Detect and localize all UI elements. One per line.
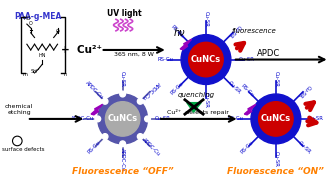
Text: Cu-SR: Cu-SR [203,92,208,108]
Text: APDC-Cu: APDC-Cu [141,137,161,157]
Text: PAA-g-MEA: PAA-g-MEA [15,12,62,21]
Text: Cu-SR: Cu-SR [227,81,242,95]
Text: Cu-SR: Cu-SR [155,116,171,121]
Text: +  Cu²⁺: + Cu²⁺ [61,45,102,55]
Text: APDC-Cu: APDC-Cu [71,116,94,121]
Text: APDC: APDC [257,49,280,58]
Text: Cu-SR: Cu-SR [120,71,125,87]
Text: Cu-SR: Cu-SR [274,71,278,87]
Text: HO: HO [23,16,31,21]
Circle shape [95,116,101,122]
Text: CuNCs: CuNCs [191,55,221,64]
Circle shape [120,91,126,97]
Text: RS-Cu: RS-Cu [240,140,255,155]
Text: RS-Cu: RS-Cu [240,83,255,98]
Text: RS-Cu: RS-Cu [170,81,185,95]
Circle shape [102,134,108,139]
Text: APDC-Cu: APDC-Cu [84,81,104,101]
Text: n: n [63,72,66,77]
Text: SH: SH [31,69,38,74]
Text: RS-Cu: RS-Cu [87,140,102,155]
Text: O: O [29,21,33,26]
Text: Cu-SR: Cu-SR [308,116,324,121]
Text: quenching: quenching [178,92,215,98]
Text: HN: HN [38,53,46,58]
Text: RS-Cu: RS-Cu [170,24,185,39]
Circle shape [137,98,143,104]
Text: Cu-SR: Cu-SR [297,140,312,155]
Text: Cu-SR: Cu-SR [274,151,278,167]
Circle shape [181,35,231,84]
Circle shape [106,102,140,136]
Circle shape [120,141,126,147]
Circle shape [251,94,301,144]
Text: Cu²⁺  defects repair: Cu²⁺ defects repair [167,109,229,115]
Text: CuNCs: CuNCs [108,114,138,123]
Text: RS-Cu: RS-Cu [228,116,243,121]
Text: CuNCs: CuNCs [261,114,291,123]
Polygon shape [187,103,201,112]
Circle shape [102,98,108,104]
Polygon shape [244,104,256,115]
Text: Cu-SR: Cu-SR [238,57,254,62]
Text: Fluorescence “OFF”: Fluorescence “OFF” [72,167,173,176]
Text: chemical
etching: chemical etching [5,104,33,115]
Circle shape [145,116,150,122]
Text: RS-Cu: RS-Cu [158,57,174,62]
Text: Cu-SR: Cu-SR [203,11,208,27]
Circle shape [137,134,143,139]
Text: UV light: UV light [107,9,142,18]
Text: hν: hν [173,28,185,38]
Text: m: m [22,72,27,77]
Text: APDC-Cu: APDC-Cu [141,81,161,101]
Text: Fluorescence “ON”: Fluorescence “ON” [227,167,324,176]
Text: surface defects: surface defects [2,147,44,152]
Circle shape [98,94,148,144]
Text: O: O [56,29,59,34]
Polygon shape [91,104,103,115]
Circle shape [259,102,293,136]
Text: Cu-SR: Cu-SR [297,83,312,98]
Text: APDC-Cu: APDC-Cu [120,148,125,171]
Polygon shape [180,39,192,50]
Text: fluorescence: fluorescence [231,28,276,34]
Circle shape [189,42,223,77]
Text: Cu-SR: Cu-SR [227,24,242,39]
Text: 365 nm, 8 W: 365 nm, 8 W [114,52,154,57]
